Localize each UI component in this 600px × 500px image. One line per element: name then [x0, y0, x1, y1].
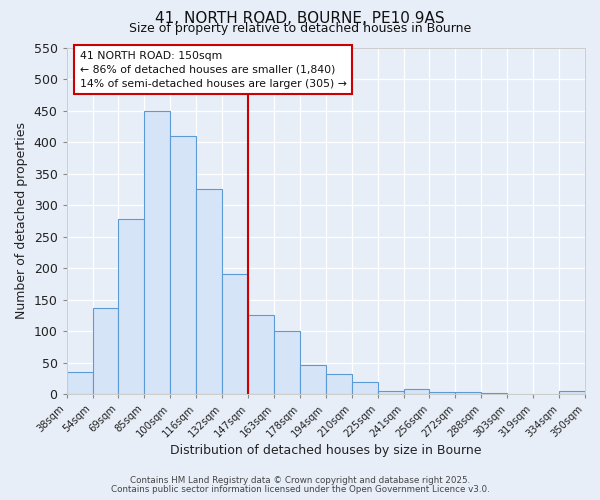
X-axis label: Distribution of detached houses by size in Bourne: Distribution of detached houses by size …	[170, 444, 482, 458]
Bar	[326, 374, 352, 394]
Text: 41, NORTH ROAD, BOURNE, PE10 9AS: 41, NORTH ROAD, BOURNE, PE10 9AS	[155, 11, 445, 26]
Y-axis label: Number of detached properties: Number of detached properties	[15, 122, 28, 320]
Bar	[118, 219, 145, 394]
Bar	[145, 110, 170, 395]
Text: Contains HM Land Registry data © Crown copyright and database right 2025.: Contains HM Land Registry data © Crown c…	[130, 476, 470, 485]
Bar	[300, 366, 326, 394]
Bar	[404, 390, 430, 394]
Bar	[377, 391, 404, 394]
Bar	[170, 136, 196, 394]
Bar	[248, 316, 274, 394]
Text: Size of property relative to detached houses in Bourne: Size of property relative to detached ho…	[129, 22, 471, 35]
Bar	[455, 392, 481, 394]
Bar	[559, 391, 585, 394]
Bar	[92, 308, 118, 394]
Bar	[274, 331, 300, 394]
Bar	[196, 190, 222, 394]
Bar	[352, 382, 377, 394]
Bar	[67, 372, 92, 394]
Bar	[481, 393, 507, 394]
Bar	[430, 392, 455, 394]
Text: Contains public sector information licensed under the Open Government Licence v3: Contains public sector information licen…	[110, 484, 490, 494]
Text: 41 NORTH ROAD: 150sqm
← 86% of detached houses are smaller (1,840)
14% of semi-d: 41 NORTH ROAD: 150sqm ← 86% of detached …	[80, 50, 346, 88]
Bar	[222, 274, 248, 394]
